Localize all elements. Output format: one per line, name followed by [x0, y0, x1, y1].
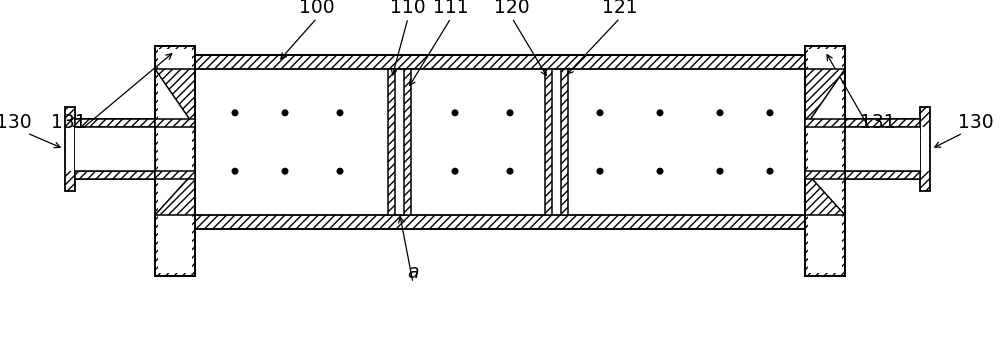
Bar: [75, 127, 155, 171]
Bar: [845, 127, 920, 171]
Text: 110: 110: [390, 0, 426, 17]
Circle shape: [337, 168, 343, 174]
Circle shape: [337, 110, 343, 116]
Bar: [845, 171, 920, 179]
Circle shape: [452, 168, 458, 174]
Circle shape: [507, 168, 513, 174]
Bar: [65, 107, 75, 191]
Bar: [155, 171, 195, 179]
Bar: [66, 127, 74, 171]
Bar: [75, 171, 155, 179]
Text: 131: 131: [51, 113, 87, 132]
Circle shape: [597, 168, 603, 174]
Bar: [845, 119, 920, 127]
Bar: [805, 119, 845, 127]
Circle shape: [717, 110, 723, 116]
Circle shape: [657, 110, 663, 116]
Bar: [195, 55, 805, 69]
Text: 121: 121: [602, 0, 638, 17]
Text: 100: 100: [299, 0, 335, 17]
Circle shape: [767, 168, 773, 174]
Circle shape: [657, 168, 663, 174]
Polygon shape: [155, 171, 195, 215]
Bar: [388, 69, 395, 215]
Bar: [561, 69, 568, 215]
Polygon shape: [155, 69, 195, 127]
Bar: [808, 49, 842, 273]
Circle shape: [232, 168, 238, 174]
Bar: [75, 119, 155, 127]
Text: 130: 130: [0, 113, 32, 132]
Bar: [158, 49, 192, 273]
Polygon shape: [805, 69, 845, 127]
Circle shape: [767, 110, 773, 116]
Bar: [195, 215, 805, 229]
Bar: [921, 127, 929, 171]
Bar: [808, 127, 842, 171]
Bar: [920, 107, 930, 191]
Bar: [155, 46, 195, 276]
Text: 111: 111: [433, 0, 469, 17]
Bar: [845, 119, 920, 179]
Bar: [404, 69, 411, 215]
Text: 131: 131: [860, 113, 896, 132]
Circle shape: [232, 110, 238, 116]
Circle shape: [717, 168, 723, 174]
Bar: [75, 119, 155, 179]
Bar: [805, 171, 845, 179]
Polygon shape: [805, 171, 845, 215]
Text: a: a: [407, 263, 419, 282]
Bar: [195, 69, 805, 215]
Circle shape: [282, 168, 288, 174]
Circle shape: [507, 110, 513, 116]
Bar: [545, 69, 552, 215]
Bar: [155, 119, 195, 127]
Circle shape: [282, 110, 288, 116]
Circle shape: [452, 110, 458, 116]
Bar: [158, 127, 192, 171]
Text: 120: 120: [494, 0, 530, 17]
Circle shape: [597, 110, 603, 116]
Text: 130: 130: [958, 113, 994, 132]
Bar: [805, 46, 845, 276]
